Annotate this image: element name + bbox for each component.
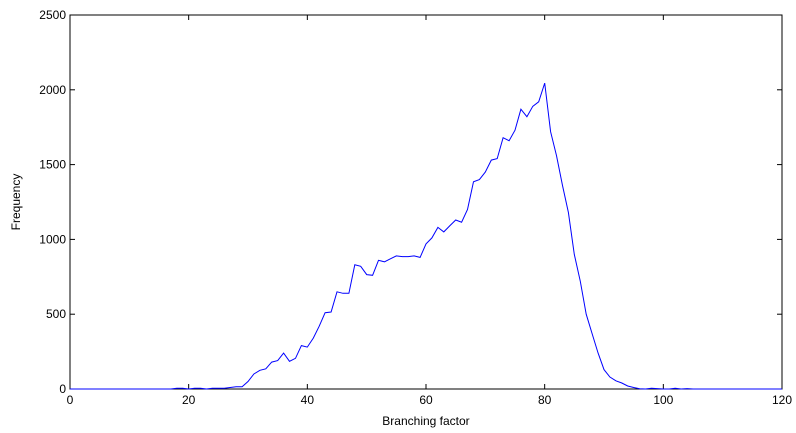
tick-labels: 0 20 40 60 80 100 120 0 500 1000 1500 2000 2500 xyxy=(39,8,792,407)
y-tick-label: 1000 xyxy=(39,232,66,246)
plot-area xyxy=(69,14,783,390)
y-tick-label: 2000 xyxy=(39,83,66,97)
y-tick-label: 0 xyxy=(59,382,66,396)
data-series-line xyxy=(70,82,782,390)
y-tick-label: 500 xyxy=(46,307,66,321)
x-tick-label: 120 xyxy=(772,393,792,407)
x-axis-label: Branching factor xyxy=(382,414,469,428)
x-tick-label: 0 xyxy=(67,393,74,407)
x-tick-label: 60 xyxy=(419,393,433,407)
y-tick-label: 2500 xyxy=(39,8,66,22)
y-axis-label: Frequency xyxy=(9,174,23,231)
y-tick-label: 1500 xyxy=(39,158,66,172)
x-tick-label: 80 xyxy=(538,393,552,407)
x-tick-label: 100 xyxy=(653,393,673,407)
x-tick-label: 40 xyxy=(301,393,315,407)
axis-ticks xyxy=(69,14,783,390)
x-tick-label: 20 xyxy=(182,393,196,407)
